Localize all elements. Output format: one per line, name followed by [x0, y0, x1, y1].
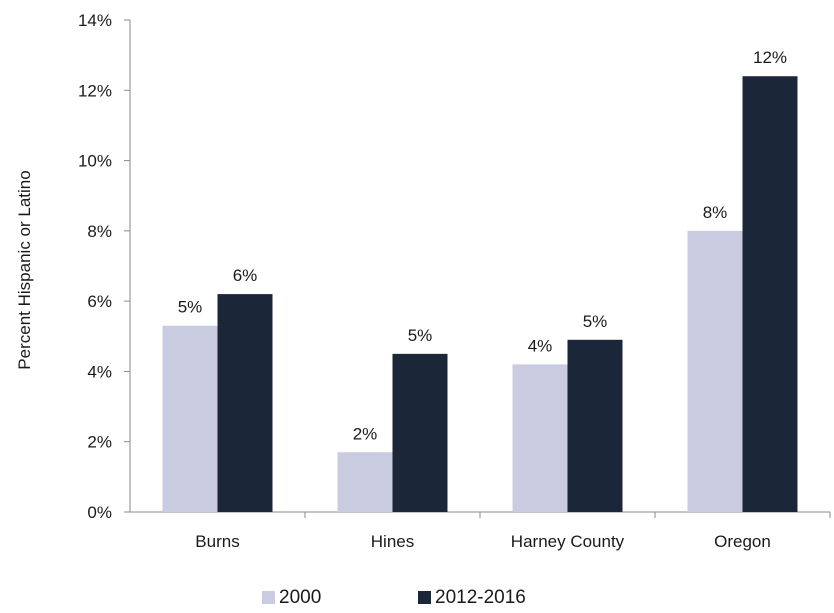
legend-swatch	[262, 591, 275, 604]
y-tick-label: 0%	[87, 503, 112, 522]
y-axis-title: Percent Hispanic or Latino	[15, 170, 34, 369]
data-label: 8%	[703, 203, 728, 222]
bar-2000	[687, 230, 743, 512]
bar-2000	[337, 452, 393, 512]
legend: 2000 2012-2016	[262, 587, 526, 608]
x-tick-label: Hines	[371, 532, 414, 551]
bar-2012-2016	[567, 339, 623, 512]
y-tick-label: 6%	[87, 292, 112, 311]
y-tick-label: 14%	[78, 11, 112, 30]
data-label: 6%	[233, 266, 258, 285]
x-axis: Burns Hines Harney County Oregon	[130, 511, 831, 551]
bar-2012-2016	[217, 294, 273, 512]
data-label: 4%	[528, 336, 553, 355]
x-tick-label: Harney County	[511, 532, 625, 551]
y-tick-label: 8%	[87, 222, 112, 241]
data-label: 2%	[353, 424, 378, 443]
bar-2012-2016	[742, 76, 798, 512]
bar-2012-2016	[392, 353, 448, 512]
x-tick-label: Oregon	[714, 532, 771, 551]
y-tick-label: 4%	[87, 362, 112, 381]
y-tick-label: 10%	[78, 152, 112, 171]
data-label: 5%	[583, 312, 608, 331]
y-axis: 0% 2% 4% 6% 8% 10% 12% 14%	[78, 11, 131, 522]
legend-swatch	[418, 591, 431, 604]
legend-label: 2000	[279, 587, 321, 608]
legend-label: 2012-2016	[435, 587, 526, 608]
y-tick-label: 2%	[87, 433, 112, 452]
x-tick-label: Burns	[195, 532, 239, 551]
bar-2000	[512, 364, 568, 512]
data-label: 5%	[178, 298, 203, 317]
data-label: 12%	[753, 48, 787, 67]
bar-2000	[162, 325, 218, 512]
y-tick-label: 12%	[78, 81, 112, 100]
data-labels: 5% 6% 2% 5% 4% 5% 8% 12%	[178, 48, 787, 443]
data-label: 5%	[408, 326, 433, 345]
bars	[162, 76, 798, 512]
